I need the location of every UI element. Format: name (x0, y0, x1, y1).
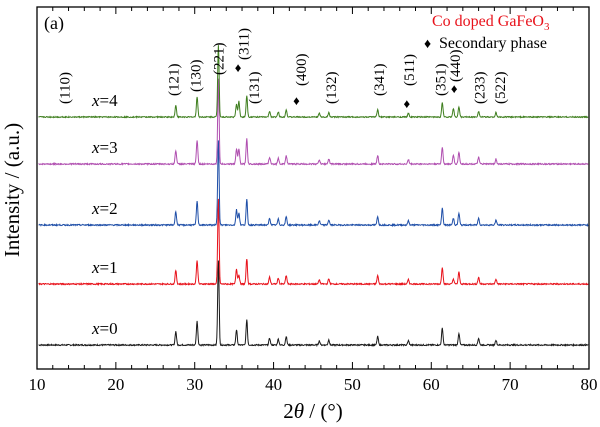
spectrum-x=2 (38, 140, 589, 228)
series-label-var: x (91, 319, 100, 338)
spectrum-x=3 (38, 78, 589, 167)
series-label-val: =3 (100, 138, 118, 157)
x-axis: 10 20 30 40 50 60 70 80 (29, 7, 598, 394)
x-tick-label: 70 (502, 375, 519, 394)
x-axis-label-prefix: 2 (283, 399, 294, 423)
x-tick-label: 80 (581, 375, 598, 394)
spectrum-x=1 (38, 198, 589, 287)
x-axis-label-suffix: / (°) (304, 399, 343, 423)
x-tick-label: 30 (186, 375, 203, 394)
series-label-x=2: x=2 (91, 199, 118, 218)
peak-label: (351) (434, 64, 450, 97)
peak-label: (130) (189, 60, 205, 93)
peak-label: (233) (472, 72, 488, 105)
series-label-x=1: x=1 (91, 258, 118, 277)
series-label-val: =0 (100, 319, 118, 338)
diamond-marker-icon: ♦ (424, 37, 431, 52)
series-labels: x=0x=1x=2x=3x=4 (91, 91, 118, 338)
peak-annotations: (110) (121) (130) (221) (311) (131) (400) (132)… (58, 28, 509, 104)
x-tick-label: 50 (344, 375, 361, 394)
series-label-var: x (91, 199, 100, 218)
peak-label: (311) (237, 28, 253, 60)
peak-label: (131) (247, 72, 263, 105)
spectra-group (38, 45, 589, 348)
spectrum-x=4 (38, 45, 589, 120)
peak-label: (110) (58, 72, 74, 104)
peak-label: (132) (324, 72, 340, 105)
series-label-var: x (91, 91, 100, 110)
x-tick-label: 20 (107, 375, 124, 394)
series-label-val: =4 (100, 91, 119, 110)
series-label-x=3: x=3 (91, 138, 118, 157)
y-axis-label: Intensity / (a.u.) (0, 123, 24, 257)
series-label-x=4: x=4 (91, 91, 118, 110)
panel-label: (a) (44, 13, 64, 34)
peak-label: (121) (166, 64, 182, 97)
peak-label: (511) (402, 54, 418, 86)
x-tick-label: 60 (423, 375, 440, 394)
x-axis-label: 2θ / (°) (283, 399, 343, 423)
legend-title: Co doped GaFeO3 (432, 13, 550, 33)
x-axis-label-theta: θ (294, 399, 304, 423)
series-label-x=0: x=0 (91, 319, 118, 338)
legend-secondary-phase: Secondary phase (439, 35, 547, 52)
legend-title-main: Co doped GaFeO (432, 13, 544, 30)
peak-label: (400) (294, 54, 310, 87)
diamond-marker-icon: ♦ (404, 96, 411, 111)
series-label-var: x (91, 258, 100, 277)
legend-title-subscript: 3 (544, 21, 550, 33)
diamond-marker-icon: ♦ (451, 81, 458, 96)
series-label-val: =2 (100, 199, 118, 218)
series-label-val: =1 (100, 258, 118, 277)
spectrum-x=0 (38, 260, 589, 348)
diamond-marker-icon: ♦ (235, 60, 242, 75)
series-label-var: x (91, 138, 100, 157)
plot-frame (36, 6, 590, 370)
peak-label: (221) (211, 43, 227, 76)
peak-label: (522) (493, 72, 509, 105)
x-tick-label: 10 (29, 375, 46, 394)
secondary-phase-markers: ♦ ♦ ♦ ♦ (235, 60, 458, 111)
diamond-marker-icon: ♦ (293, 93, 300, 108)
peak-label: (440) (448, 50, 464, 83)
x-tick-label: 40 (265, 375, 282, 394)
peak-label: (341) (372, 64, 388, 97)
